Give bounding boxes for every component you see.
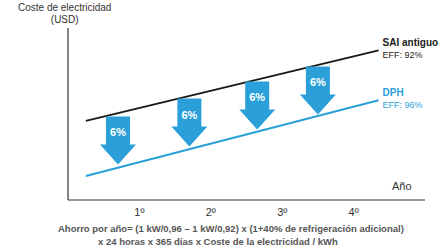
html-text:Coste de electricidad: Coste de electricidad [18, 2, 112, 13]
svg-text:EFF: 92%: EFF: 92% [383, 50, 423, 60]
svg-text:DPH: DPH [383, 87, 404, 98]
html-text:x 24 horas x 365 días x Coste: x 24 horas x 365 días x Coste de la elec… [98, 236, 338, 247]
svg-text:6%: 6% [249, 91, 265, 103]
svg-text:6%: 6% [181, 109, 197, 121]
svg-text:SAI antiguo: SAI antiguo [383, 37, 433, 48]
svg-text:EFF: 96%: EFF: 96% [383, 100, 423, 110]
svg-text:1º: 1º [134, 206, 144, 218]
html-text:Año: Año [392, 180, 412, 192]
svg-text:6%: 6% [110, 126, 126, 138]
html-text:(USD): (USD) [50, 14, 79, 25]
svg-text:2º: 2º [206, 206, 216, 218]
svg-text:3º: 3º [277, 206, 287, 218]
html-text:Ahorro por año= (1 kW/0,96 – 1: Ahorro por año= (1 kW/0,96 – 1 kW/0,92) … [58, 223, 404, 234]
svg-text:6%: 6% [310, 76, 326, 88]
svg-text:4º: 4º [349, 206, 359, 218]
